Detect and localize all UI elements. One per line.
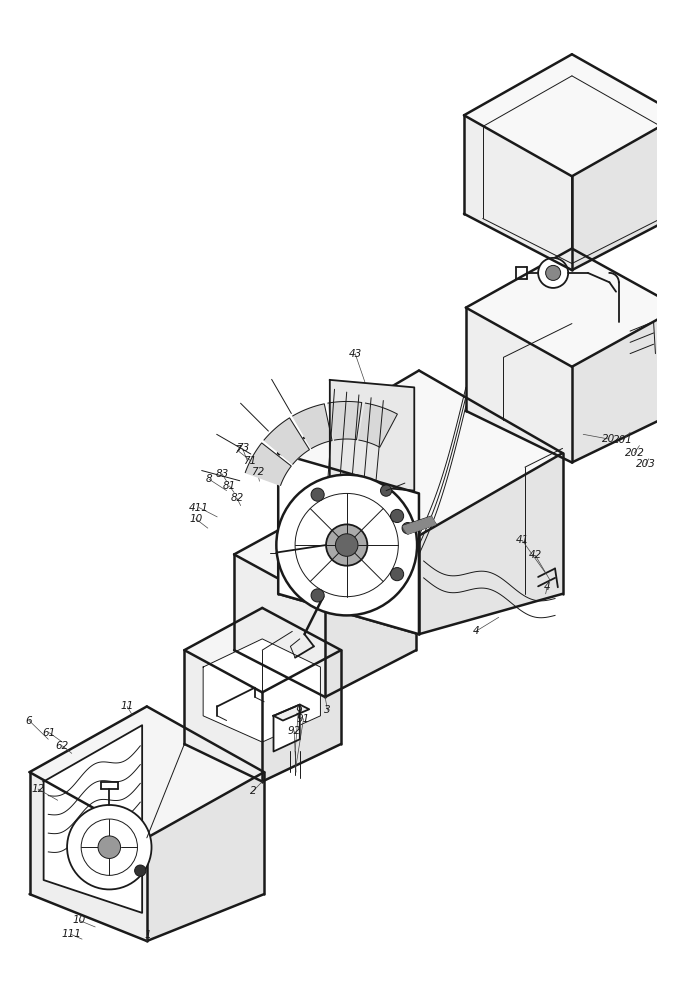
Circle shape [276, 475, 417, 615]
Text: 73: 73 [236, 443, 250, 453]
Circle shape [402, 523, 413, 534]
Polygon shape [572, 115, 680, 270]
Text: 42: 42 [528, 550, 542, 560]
Polygon shape [245, 443, 291, 485]
Text: 10: 10 [189, 514, 202, 524]
Text: 43: 43 [349, 349, 362, 359]
Text: 41: 41 [516, 535, 529, 545]
Text: 81: 81 [223, 481, 236, 491]
Text: 92: 92 [287, 726, 301, 736]
Polygon shape [147, 772, 264, 941]
Text: 1: 1 [144, 930, 151, 940]
Polygon shape [464, 54, 680, 176]
Polygon shape [359, 403, 397, 447]
Polygon shape [29, 706, 264, 838]
Text: 72: 72 [251, 467, 264, 477]
Text: 411: 411 [189, 503, 209, 513]
Polygon shape [262, 650, 341, 782]
Text: 2: 2 [250, 786, 257, 796]
Text: 61: 61 [43, 728, 56, 738]
Text: 10: 10 [73, 915, 86, 925]
Polygon shape [43, 725, 142, 913]
Circle shape [380, 485, 391, 496]
Circle shape [67, 805, 152, 889]
Text: 12: 12 [31, 784, 45, 794]
Polygon shape [330, 380, 415, 491]
Polygon shape [419, 453, 563, 634]
Polygon shape [278, 371, 563, 536]
Circle shape [311, 488, 324, 501]
Polygon shape [466, 249, 679, 367]
Polygon shape [273, 705, 309, 721]
Text: 83: 83 [215, 469, 229, 479]
Circle shape [135, 865, 146, 876]
Text: 3: 3 [324, 705, 331, 715]
Polygon shape [185, 608, 341, 692]
Circle shape [546, 265, 561, 280]
Polygon shape [185, 650, 262, 782]
Text: 203: 203 [635, 459, 656, 469]
Circle shape [391, 568, 403, 581]
Polygon shape [328, 401, 361, 440]
Text: 20: 20 [602, 434, 615, 444]
Polygon shape [572, 308, 679, 462]
Circle shape [336, 534, 358, 556]
Circle shape [326, 524, 368, 566]
Text: 6: 6 [26, 716, 32, 726]
Polygon shape [278, 453, 419, 634]
Text: 4: 4 [544, 582, 550, 592]
Text: 201: 201 [613, 435, 633, 445]
Circle shape [98, 836, 120, 858]
Text: 202: 202 [624, 448, 644, 458]
Circle shape [538, 258, 568, 288]
Polygon shape [293, 404, 332, 448]
Text: 62: 62 [56, 741, 69, 751]
Polygon shape [234, 554, 325, 697]
Text: 4: 4 [473, 626, 479, 636]
Polygon shape [234, 505, 416, 604]
Circle shape [391, 509, 403, 523]
Polygon shape [278, 453, 419, 634]
Text: 7: 7 [234, 445, 240, 455]
Polygon shape [203, 639, 320, 742]
Text: 9: 9 [295, 706, 302, 716]
Polygon shape [264, 418, 310, 464]
Polygon shape [464, 115, 572, 270]
Circle shape [311, 589, 324, 602]
Polygon shape [466, 308, 572, 462]
Polygon shape [403, 517, 436, 534]
Text: 8: 8 [206, 474, 212, 484]
Text: 82: 82 [231, 493, 244, 503]
Polygon shape [325, 554, 416, 697]
Polygon shape [29, 772, 147, 941]
Polygon shape [273, 705, 300, 751]
Text: 71: 71 [243, 456, 257, 466]
Text: 11: 11 [120, 701, 134, 711]
Text: 111: 111 [62, 929, 81, 939]
Text: 91: 91 [297, 714, 310, 724]
